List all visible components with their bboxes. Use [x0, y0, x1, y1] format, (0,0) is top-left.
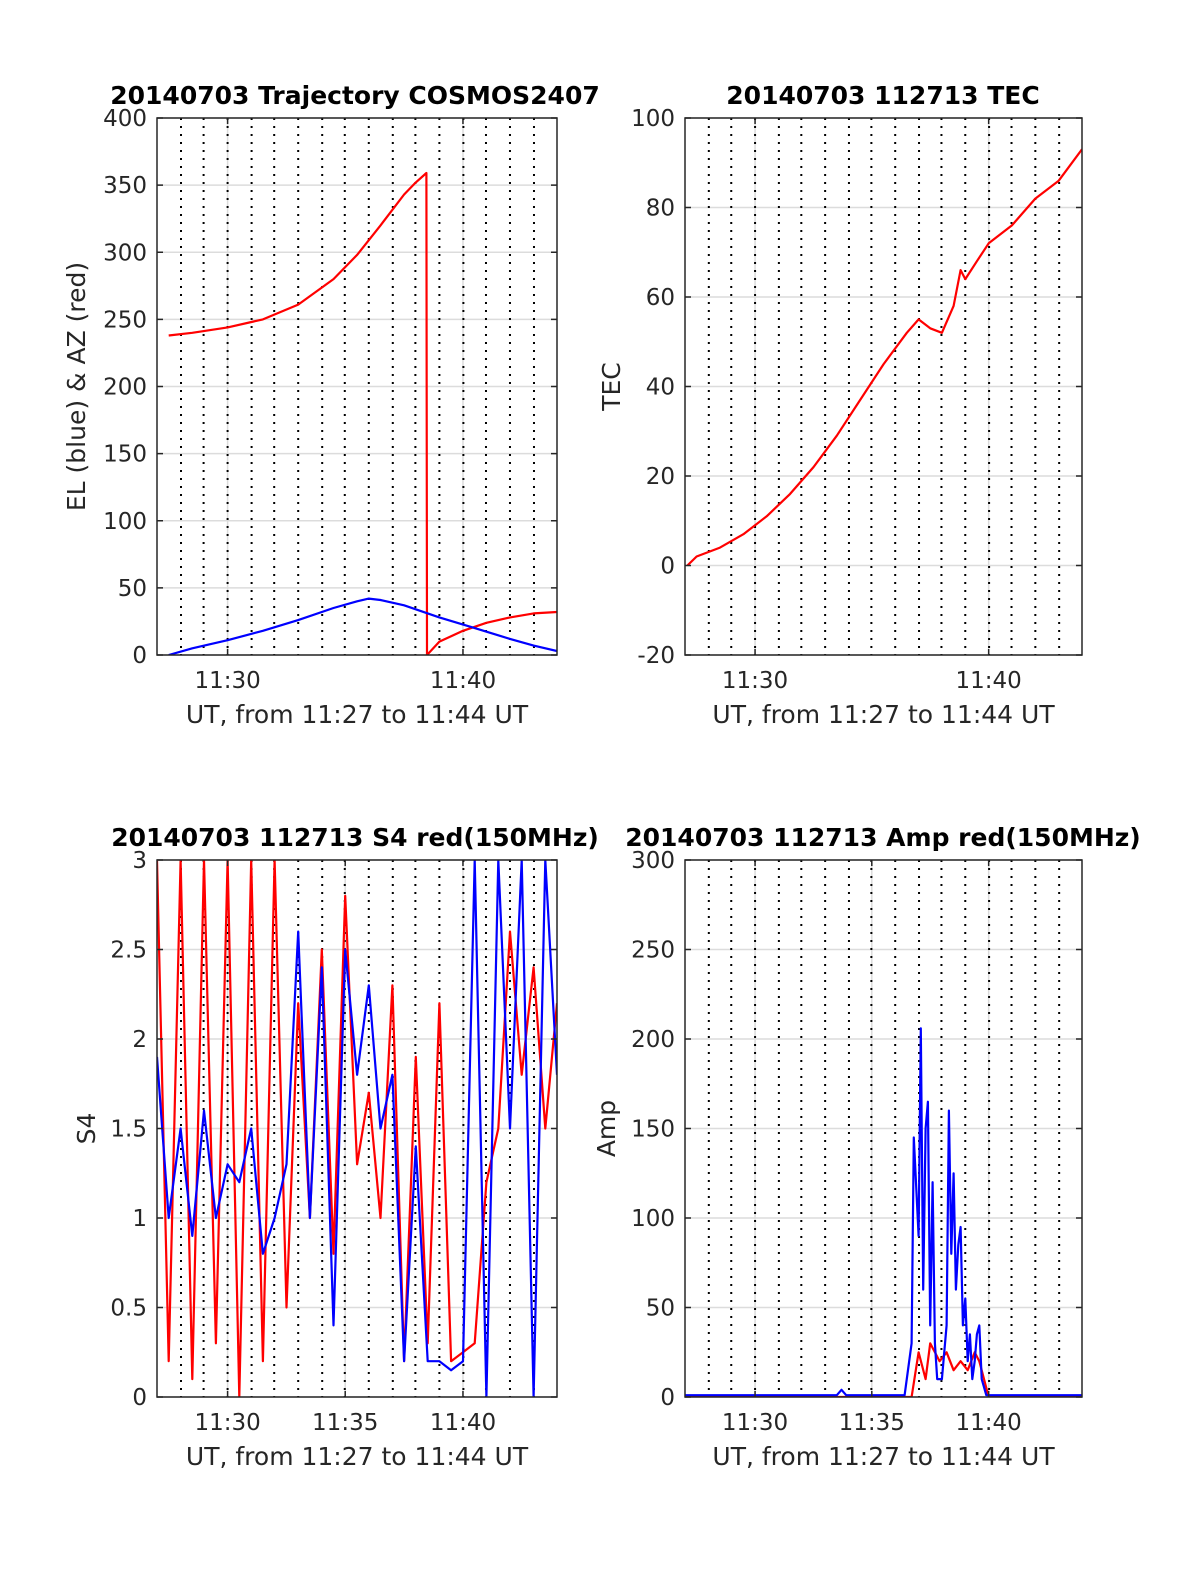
series-line-blue: [168, 597, 557, 655]
panel-1: 0 50 100 150 200 250 300 350 400 11:30 11:40 201407…: [62, 81, 600, 729]
series-line-red: [686, 148, 1082, 567]
series-line-red: [168, 171, 557, 655]
y-tick-label: 0: [132, 1385, 147, 1411]
y-tick-label: 60: [646, 285, 675, 311]
y-tick-label: 2.5: [110, 938, 147, 964]
y-tick-label: 1.5: [110, 1117, 147, 1143]
y-tick-label: 300: [103, 240, 147, 266]
y-tick-label: 0: [132, 643, 147, 669]
y-tick-label: 150: [631, 1117, 675, 1143]
x-tick-label: 11:35: [839, 1410, 905, 1436]
x-tick-label: 11:30: [194, 1410, 260, 1436]
y-tick-label: 0.5: [110, 1296, 147, 1322]
x-axis-label: UT, from 11:27 to 11:44 UT: [186, 700, 529, 729]
y-tick-label: 300: [631, 848, 675, 874]
chart-title: 20140703 Trajectory COSMOS2407: [110, 81, 600, 110]
x-tick-label: 11:35: [312, 1410, 378, 1436]
y-tick-label: 400: [103, 106, 147, 132]
y-tick-label: 0: [660, 1385, 675, 1411]
panel-4: 0 50 100 150 200 250 300 11:30 11:35 11:40 2014070…: [592, 823, 1141, 1471]
x-tick-label: 11:30: [194, 668, 260, 694]
panel-2: -20 0 20 40 60 80 100 11:30 11:40 20140703 112713…: [597, 81, 1083, 729]
y-tick-label: 350: [103, 173, 147, 199]
x-tick-label: 11:30: [722, 668, 788, 694]
x-tick-label: 11:40: [956, 668, 1022, 694]
chart-title: 20140703 112713 Amp red(150MHz): [625, 823, 1141, 852]
y-tick-label: 100: [631, 1206, 675, 1232]
x-tick-label: 11:40: [956, 1410, 1022, 1436]
y-tick-label: 100: [631, 106, 675, 132]
y-tick-label: 80: [646, 196, 675, 222]
y-tick-label: 200: [103, 375, 147, 401]
x-tick-label: 11:30: [722, 1410, 788, 1436]
y-tick-label: 100: [103, 509, 147, 535]
y-axis-label: S4: [72, 1113, 101, 1145]
y-tick-label: 250: [631, 938, 675, 964]
y-tick-label: 200: [631, 1027, 675, 1053]
panel-3: 0 0.5 1 1.5 2 2.5 3 11:30 11:35 11:40 20140703 112…: [72, 823, 599, 1471]
x-axis-label: UT, from 11:27 to 11:44 UT: [186, 1442, 529, 1471]
series-group: [168, 171, 557, 655]
y-tick-label: 40: [646, 375, 675, 401]
y-tick-label: 50: [118, 576, 147, 602]
x-tick-label: 11:40: [430, 668, 496, 694]
x-axis-label: UT, from 11:27 to 11:44 UT: [712, 700, 1055, 729]
series-line-blue: [685, 1027, 1082, 1397]
y-tick-label: 50: [646, 1296, 675, 1322]
y-tick-label: -20: [637, 643, 675, 669]
y-tick-label: 2: [132, 1027, 147, 1053]
x-axis-label: UT, from 11:27 to 11:44 UT: [712, 1442, 1055, 1471]
series-group: [157, 860, 557, 1397]
y-tick-label: 150: [103, 442, 147, 468]
chart-title: 20140703 112713 S4 red(150MHz): [111, 823, 599, 852]
y-tick-label: 3: [132, 848, 147, 874]
y-axis-label: TEC: [597, 362, 626, 412]
series-line-blue: [157, 860, 557, 1397]
series-line-red: [685, 1342, 1082, 1397]
series-group: [685, 1027, 1082, 1397]
y-tick-label: 1: [132, 1206, 147, 1232]
x-tick-label: 11:40: [430, 1410, 496, 1436]
y-axis-label: Amp: [592, 1100, 621, 1157]
y-tick-label: 250: [103, 307, 147, 333]
series-line-red: [157, 860, 557, 1397]
y-axis-label: EL (blue) & AZ (red): [62, 262, 91, 511]
y-tick-label: 20: [646, 464, 675, 490]
series-group: [686, 148, 1082, 567]
chart-title: 20140703 112713 TEC: [726, 81, 1039, 110]
y-tick-label: 0: [660, 554, 675, 580]
